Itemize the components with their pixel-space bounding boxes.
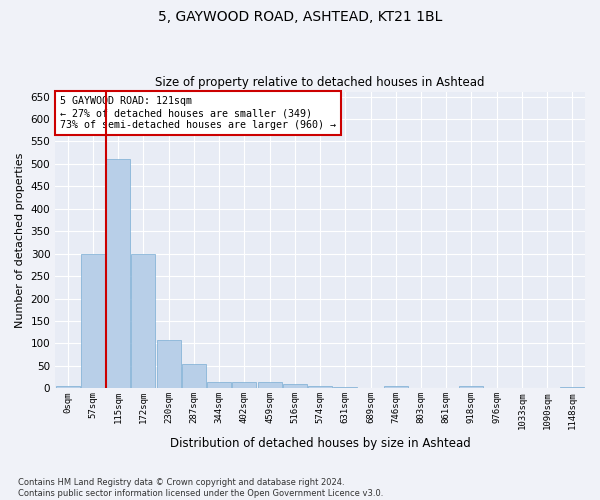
Bar xyxy=(257,382,281,388)
Bar xyxy=(106,160,130,388)
Y-axis label: Number of detached properties: Number of detached properties xyxy=(15,152,25,328)
Bar xyxy=(232,382,256,388)
Bar xyxy=(56,386,80,388)
Title: Size of property relative to detached houses in Ashtead: Size of property relative to detached ho… xyxy=(155,76,485,90)
Bar xyxy=(460,386,484,388)
Text: 5 GAYWOOD ROAD: 121sqm
← 27% of detached houses are smaller (349)
73% of semi-de: 5 GAYWOOD ROAD: 121sqm ← 27% of detached… xyxy=(61,96,337,130)
Bar xyxy=(308,386,332,388)
Bar xyxy=(81,254,105,388)
Bar xyxy=(283,384,307,388)
Bar xyxy=(182,364,206,388)
Bar xyxy=(131,254,155,388)
Bar xyxy=(560,387,584,388)
Text: Contains HM Land Registry data © Crown copyright and database right 2024.
Contai: Contains HM Land Registry data © Crown c… xyxy=(18,478,383,498)
Bar xyxy=(207,382,231,388)
Bar xyxy=(157,340,181,388)
Text: 5, GAYWOOD ROAD, ASHTEAD, KT21 1BL: 5, GAYWOOD ROAD, ASHTEAD, KT21 1BL xyxy=(158,10,442,24)
Bar xyxy=(384,386,408,388)
X-axis label: Distribution of detached houses by size in Ashtead: Distribution of detached houses by size … xyxy=(170,437,470,450)
